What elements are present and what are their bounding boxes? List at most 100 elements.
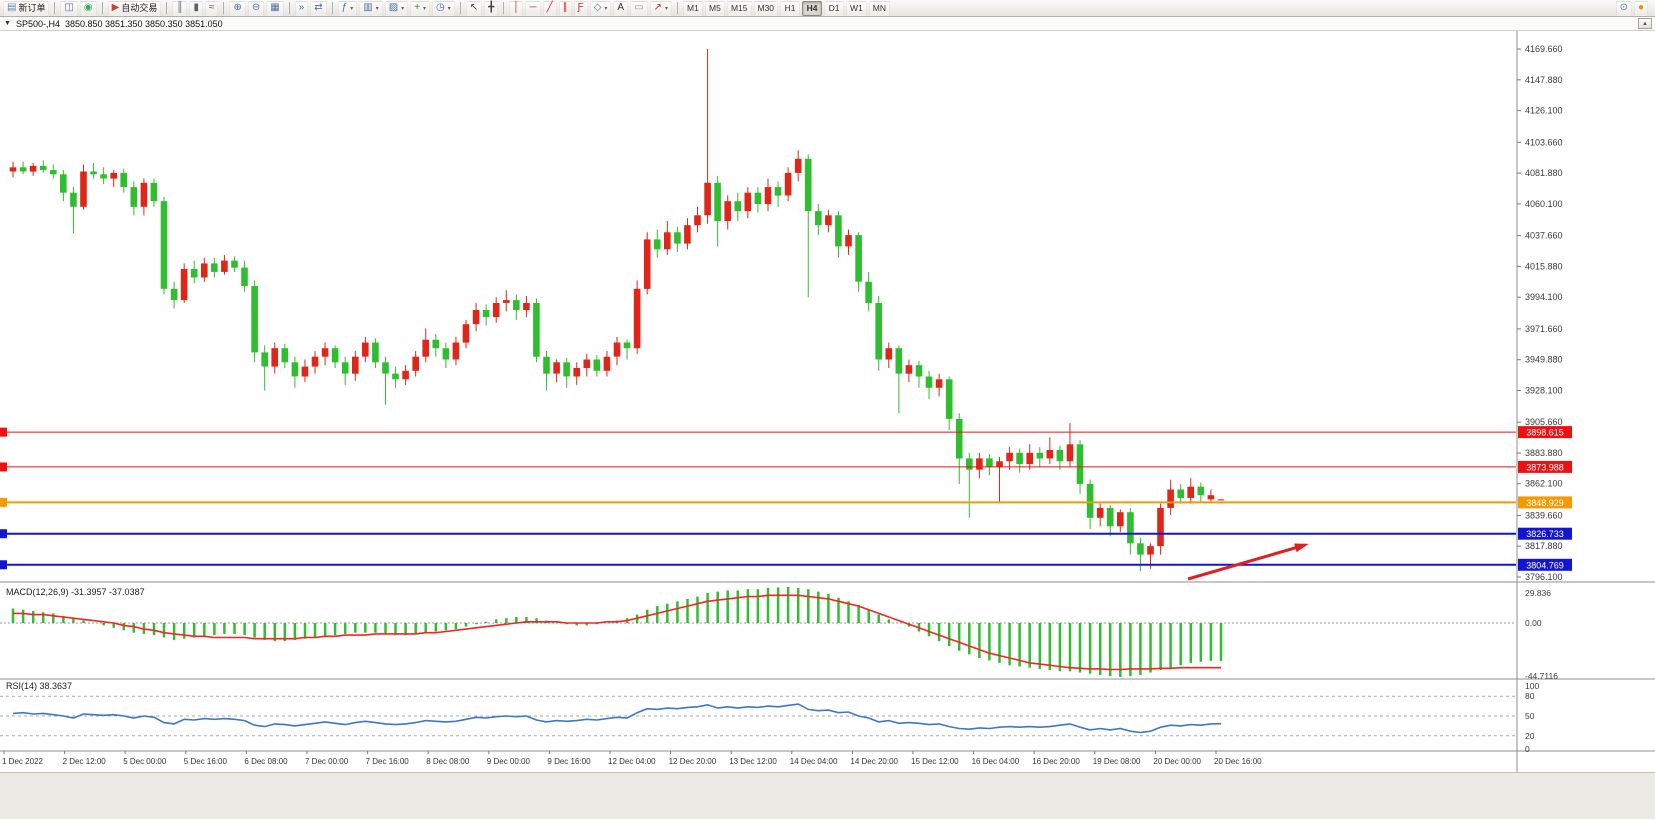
toolbar-separator	[166, 2, 168, 14]
price-line-label	[1518, 527, 1572, 540]
arrows-button[interactable]: ↗ ▾	[649, 0, 672, 16]
svg-text:3883.880: 3883.880	[1525, 448, 1563, 458]
svg-text:3804.769: 3804.769	[1526, 560, 1564, 570]
toolbar-separator	[676, 2, 678, 14]
auto-scroll-button[interactable]: »	[294, 0, 309, 16]
cursor-button[interactable]: ↖	[465, 0, 483, 16]
timeframe-m30-label: M30	[757, 3, 775, 13]
timeframe-w1[interactable]: W1	[846, 0, 867, 16]
search-button[interactable]: ⊙	[1615, 0, 1632, 16]
scroll-up-icon: ▲	[1642, 20, 1648, 27]
label-button[interactable]: ▭	[630, 0, 648, 16]
svg-text:100: 100	[1525, 681, 1539, 691]
timeframe-d1[interactable]: D1	[824, 0, 845, 16]
autotrade-button[interactable]: ▶ 自动交易	[107, 0, 162, 16]
clock-icon: ◷	[436, 2, 445, 13]
crosshair-icon: ╋	[488, 2, 495, 13]
scroll-up-button[interactable]: ▲	[1638, 18, 1652, 29]
chart-ohlc-quote: 3850.850 3851.350 3850.350 3851.050	[64, 18, 223, 29]
time-axis[interactable]: 1 Dec 2022 2 Dec 12:00 5 Dec 00:00 5 Dec 16…	[2, 751, 1262, 766]
chart-menu-caret-icon[interactable]: ▼	[4, 20, 11, 27]
fibonacci-button[interactable]: Ƒ	[573, 0, 588, 16]
alert-icon: ●	[1637, 2, 1644, 13]
new-chart-icon: +	[414, 2, 421, 13]
svg-text:-44.7116: -44.7116	[1525, 671, 1558, 681]
timeframe-m15[interactable]: M15	[726, 0, 752, 16]
new-chart-button[interactable]: + ▾	[410, 0, 431, 16]
vertical-line-button[interactable]: │	[509, 0, 524, 16]
dropdown-caret-icon: ▾	[423, 5, 427, 12]
zoom-in-icon: ⊕	[233, 2, 242, 13]
crosshair-button[interactable]: ╋	[484, 0, 499, 16]
svg-text:9 Dec 00:00: 9 Dec 00:00	[487, 757, 531, 766]
text-button[interactable]: A	[613, 0, 629, 16]
candles-button[interactable]: ▮	[189, 0, 203, 16]
line-chart-button[interactable]: ≈	[204, 0, 219, 16]
timeframe-mn[interactable]: MN	[868, 0, 891, 16]
svg-text:7 Dec 00:00: 7 Dec 00:00	[305, 757, 349, 766]
tile-windows-button[interactable]: ▦	[266, 0, 284, 16]
zoom-out-icon: ⊖	[251, 2, 261, 13]
new-order-button-label: 新订单	[18, 2, 46, 13]
alert-button[interactable]: ●	[1633, 0, 1648, 16]
macd-indicator-label: MACD(12,26,9) -31.3957 -37.0387	[6, 587, 145, 597]
channel-button[interactable]: ∥	[558, 0, 572, 16]
timeframe-h1-label: H1	[784, 3, 796, 13]
timeframe-h1[interactable]: H1	[780, 0, 801, 16]
indicators-button[interactable]: ƒ ▾	[337, 0, 358, 16]
clock-button[interactable]: ◷ ▾	[432, 0, 455, 16]
vertical-line-icon: │	[513, 2, 520, 13]
svg-text:3905.660: 3905.660	[1525, 417, 1563, 427]
timeframe-m15-label: M15	[730, 3, 748, 13]
svg-text:20 Dec 00:00: 20 Dec 00:00	[1153, 757, 1201, 766]
price-line-label	[1518, 496, 1572, 509]
timeframe-h4[interactable]: H4	[802, 0, 823, 16]
chart-window-button[interactable]: ◫	[60, 0, 78, 16]
svg-text:4126.100: 4126.100	[1525, 106, 1563, 116]
templates-button[interactable]: ▨ ▾	[384, 0, 409, 16]
timeframe-m1[interactable]: M1	[682, 0, 703, 16]
fibonacci-icon: Ƒ	[577, 2, 584, 13]
new-order-button[interactable]: ▤ 新订单	[3, 0, 50, 16]
timeframe-m30[interactable]: M30	[753, 0, 779, 16]
support-resistance-lines[interactable]	[0, 427, 1516, 570]
price-chart[interactable]: 4169.660 4147.880 4126.100 4103.660 4081.880…	[0, 31, 1655, 772]
svg-text:13 Dec 12:00: 13 Dec 12:00	[729, 757, 777, 766]
dropdown-caret-icon: ▾	[375, 5, 379, 12]
templates-icon: ▨	[388, 2, 399, 13]
timeframe-m5[interactable]: M5	[704, 0, 725, 16]
chart-shift-button[interactable]: ⇄	[310, 0, 327, 16]
workspace-empty-area	[0, 772, 1655, 819]
line-left-marker	[0, 529, 7, 539]
zoom-out-button[interactable]: ⊖	[247, 0, 265, 16]
periods-button[interactable]: ▥ ▾	[359, 0, 383, 16]
svg-text:3862.100: 3862.100	[1525, 479, 1563, 489]
svg-text:3928.100: 3928.100	[1525, 386, 1563, 396]
zoom-in-button[interactable]: ⊕	[229, 0, 246, 16]
svg-text:50: 50	[1525, 711, 1535, 721]
svg-text:4060.100: 4060.100	[1525, 199, 1563, 209]
trendline-button[interactable]: ╱	[542, 0, 557, 16]
horizontal-line-button[interactable]: ─	[525, 0, 541, 16]
auto-scroll-icon: »	[298, 2, 305, 13]
shapes-button[interactable]: ◇ ▾	[589, 0, 612, 16]
svg-text:7 Dec 16:00: 7 Dec 16:00	[366, 757, 410, 766]
bars-button[interactable]: ║	[172, 0, 188, 16]
price-axis[interactable]: 4169.660 4147.880 4126.100 4103.660 4081.880…	[1517, 44, 1572, 582]
timeframe-d1-label: D1	[828, 3, 840, 13]
rsi-indicator-label: RSI(14) 38.3637	[6, 681, 72, 691]
svg-text:4015.880: 4015.880	[1525, 261, 1563, 271]
svg-text:3839.660: 3839.660	[1525, 511, 1563, 521]
terminal-icon: ◉	[83, 2, 93, 13]
svg-text:5 Dec 16:00: 5 Dec 16:00	[184, 757, 228, 766]
svg-text:16 Dec 20:00: 16 Dec 20:00	[1032, 757, 1080, 766]
svg-text:12 Dec 04:00: 12 Dec 04:00	[608, 757, 656, 766]
terminal-button[interactable]: ◉	[79, 0, 97, 16]
svg-text:3949.880: 3949.880	[1525, 355, 1563, 365]
svg-text:1 Dec 2022: 1 Dec 2022	[2, 757, 43, 766]
svg-text:20: 20	[1525, 731, 1535, 741]
trend-arrow-annotation[interactable]	[1187, 543, 1309, 581]
dropdown-caret-icon: ▾	[401, 5, 405, 12]
